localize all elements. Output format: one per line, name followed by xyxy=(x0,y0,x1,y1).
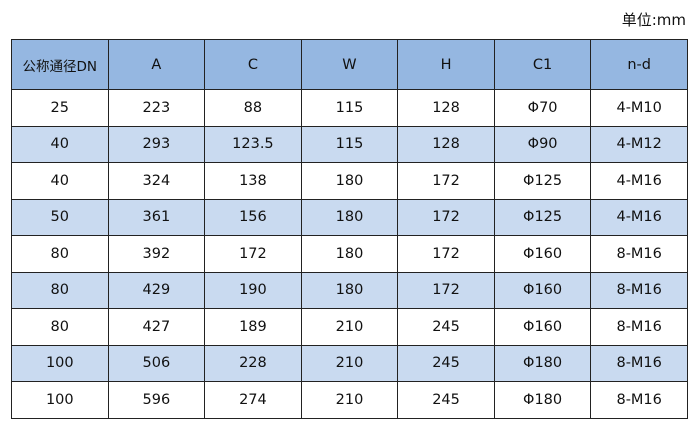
table-row: 50 361 156 180 172 Φ125 4-M16 xyxy=(11,198,688,236)
table-row: 80 429 190 180 172 Φ160 8-M16 xyxy=(11,271,688,309)
table-cell: Φ160 xyxy=(493,308,592,346)
table-cell: 223 xyxy=(107,89,206,127)
table-cell: 361 xyxy=(107,198,206,236)
table-cell: 172 xyxy=(397,235,495,273)
table-cell: 115 xyxy=(300,89,399,127)
table-cell: Φ125 xyxy=(493,162,592,200)
table-cell: 156 xyxy=(204,198,302,236)
table-cell: 427 xyxy=(107,308,206,346)
table-row: 100 506 228 210 245 Φ180 8-M16 xyxy=(11,344,688,382)
table-row: 25 223 88 115 128 Φ70 4-M10 xyxy=(11,89,688,127)
table-cell: 4-M12 xyxy=(590,125,688,163)
table-cell: 40 xyxy=(11,125,109,163)
table-cell: 245 xyxy=(397,344,495,382)
column-header: n-d xyxy=(590,39,688,90)
unit-label: 单位:mm xyxy=(621,11,686,29)
table-cell: 172 xyxy=(397,271,495,309)
table-cell: 180 xyxy=(300,271,399,309)
table-cell: 123.5 xyxy=(204,125,302,163)
column-header: 公称通径DN xyxy=(11,39,109,90)
table-cell: 4-M16 xyxy=(590,198,688,236)
table-cell: 293 xyxy=(107,125,206,163)
table-cell: 100 xyxy=(11,344,109,382)
table-cell: 172 xyxy=(204,235,302,273)
table-cell: Φ160 xyxy=(493,235,592,273)
table-cell: 4-M16 xyxy=(590,162,688,200)
table-cell: 138 xyxy=(204,162,302,200)
header-row: 公称通径DN A C W H C1 n-d xyxy=(11,39,688,90)
table-cell: 8-M16 xyxy=(590,344,688,382)
table-cell: 128 xyxy=(397,125,495,163)
table-cell: 210 xyxy=(300,308,399,346)
table-cell: 189 xyxy=(204,308,302,346)
table-cell: 172 xyxy=(397,162,495,200)
table-cell: 80 xyxy=(11,235,109,273)
column-header: A xyxy=(107,39,206,90)
table-cell: 100 xyxy=(11,381,109,419)
table-cell: 8-M16 xyxy=(590,308,688,346)
table-cell: 4-M10 xyxy=(590,89,688,127)
table-cell: 180 xyxy=(300,162,399,200)
spec-table: 公称通径DN A C W H C1 n-d 25 223 88 115 128 Φ70 4-M10 40 2… xyxy=(11,39,688,419)
table-cell: 245 xyxy=(397,381,495,419)
table-cell: 210 xyxy=(300,344,399,382)
table-cell: 80 xyxy=(11,271,109,309)
table-cell: 172 xyxy=(397,198,495,236)
table-cell: 506 xyxy=(107,344,206,382)
table-cell: 245 xyxy=(397,308,495,346)
table-cell: 180 xyxy=(300,235,399,273)
table-cell: 88 xyxy=(204,89,302,127)
table-row: 40 324 138 180 172 Φ125 4-M16 xyxy=(11,162,688,200)
column-header: C1 xyxy=(493,39,592,90)
table-cell: 210 xyxy=(300,381,399,419)
table-cell: 596 xyxy=(107,381,206,419)
table-cell: 274 xyxy=(204,381,302,419)
table-cell: 429 xyxy=(107,271,206,309)
table-cell: 324 xyxy=(107,162,206,200)
table-cell: 228 xyxy=(204,344,302,382)
table-cell: Φ180 xyxy=(493,344,592,382)
table-cell: 8-M16 xyxy=(590,271,688,309)
table-cell: 50 xyxy=(11,198,109,236)
column-header: C xyxy=(204,39,302,90)
column-header: H xyxy=(397,39,495,90)
table-cell: 80 xyxy=(11,308,109,346)
table-cell: Φ180 xyxy=(493,381,592,419)
table-cell: 8-M16 xyxy=(590,381,688,419)
table-cell: 40 xyxy=(11,162,109,200)
column-header: W xyxy=(300,39,399,90)
table-row: 100 596 274 210 245 Φ180 8-M16 xyxy=(11,381,688,419)
table-cell: 128 xyxy=(397,89,495,127)
table-cell: Φ90 xyxy=(493,125,592,163)
table-row: 40 293 123.5 115 128 Φ90 4-M12 xyxy=(11,125,688,163)
table-cell: 180 xyxy=(300,198,399,236)
table-row: 80 427 189 210 245 Φ160 8-M16 xyxy=(11,308,688,346)
table-cell: 25 xyxy=(11,89,109,127)
table-cell: 8-M16 xyxy=(590,235,688,273)
table-cell: 190 xyxy=(204,271,302,309)
table-cell: 115 xyxy=(300,125,399,163)
table-cell: 392 xyxy=(107,235,206,273)
table-cell: Φ125 xyxy=(493,198,592,236)
table-row: 80 392 172 180 172 Φ160 8-M16 xyxy=(11,235,688,273)
table-cell: Φ160 xyxy=(493,271,592,309)
table-cell: Φ70 xyxy=(493,89,592,127)
